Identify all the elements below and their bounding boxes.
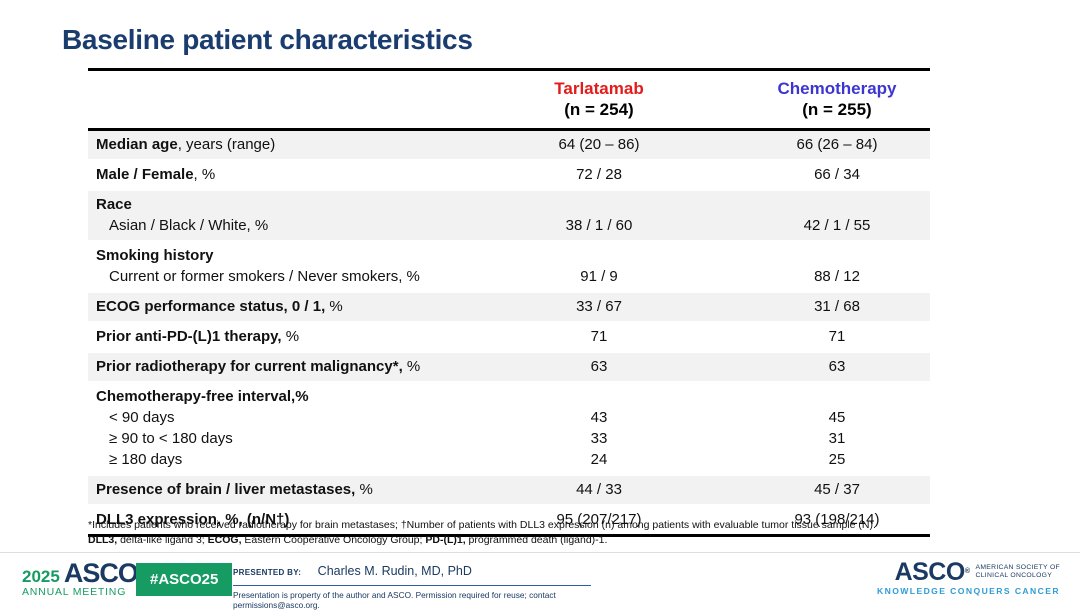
row-label-rest: % <box>402 358 421 375</box>
row-label: ECOG performance status, 0 / 1, % <box>88 296 454 317</box>
chemotherapy-value: 45 / 37 <box>814 481 860 498</box>
baseline-characteristics-table: Tarlatamab (n = 254) Chemotherapy (n = 2… <box>88 68 930 537</box>
tarlatamab-n: (n = 254) <box>564 100 634 119</box>
row-label: Male / Female, % <box>88 164 454 185</box>
page-title: Baseline patient characteristics <box>62 24 473 55</box>
row-label: Prior anti-PD-(L)1 therapy, % <box>88 326 454 347</box>
table-row-median-age: Median age, years (range) 64 (20 – 86) 6… <box>88 131 930 161</box>
asco-tagline: KNOWLEDGE CONQUERS CANCER <box>876 586 1060 596</box>
chemotherapy-value: 63 <box>828 358 846 375</box>
row-label-bold: Presence of brain / liver metastases, <box>96 481 356 498</box>
chemotherapy-value: 42 / 1 / 55 <box>803 217 871 234</box>
table-row-race: Race Asian / Black / White, % 38 / 1 / 6… <box>88 191 930 242</box>
row-label-bold: ECOG performance status, 0 / 1, <box>96 298 326 315</box>
chemotherapy-value: 71 <box>828 328 846 345</box>
column-header-chemotherapy: Chemotherapy (n = 255) <box>744 78 930 120</box>
hashtag-badge: #ASCO25 <box>136 563 233 596</box>
tarlatamab-value: 33 / 67 <box>576 298 622 315</box>
row-label-rest: , % <box>193 166 216 183</box>
chemotherapy-value: 66 / 34 <box>814 166 860 183</box>
tarlatamab-value: 91 / 9 <box>580 268 618 285</box>
tarlatamab-value: 44 / 33 <box>576 481 622 498</box>
column-header-tarlatamab: Tarlatamab (n = 254) <box>454 78 744 120</box>
chemotherapy-label: Chemotherapy <box>777 79 897 98</box>
asco-annual-meeting-logo: 2025 ASCO ® ANNUAL MEETING <box>22 558 143 599</box>
row-label: Median age, years (range) <box>88 134 454 155</box>
chemotherapy-value: 31 / 68 <box>814 298 860 315</box>
footnote-line-1: *Includes patients who received radiothe… <box>88 519 876 531</box>
tarlatamab-value: 38 / 1 / 60 <box>565 217 633 234</box>
meeting-year: 2025 <box>22 567 60 586</box>
header-spacer <box>88 78 454 120</box>
row-label-bold: Male / Female <box>96 166 194 183</box>
tarlatamab-value: 63 <box>590 358 608 375</box>
asco-wordmark: ASCO <box>63 558 139 588</box>
table-row-ecog: ECOG performance status, 0 / 1, % 33 / 6… <box>88 293 930 323</box>
row-label-bold: Prior radiotherapy for current malignanc… <box>96 358 403 375</box>
asco-society-name: AMERICAN SOCIETY OF CLINICAL ONCOLOGY <box>975 564 1060 579</box>
chemotherapy-value: 93 (198/214) <box>794 511 880 528</box>
table-row-dll3-expression: DLL3 expression, %, (n/N†) 95 (207/217) … <box>88 506 930 534</box>
tarlatamab-value: 95 (207/217) <box>556 511 642 528</box>
row-sublabel: Current or former smokers / Never smoker… <box>109 268 420 285</box>
tarlatamab-value: 72 / 28 <box>576 166 622 183</box>
row-sublabel: ≥ 90 to < 180 days <box>109 430 233 447</box>
table-row-male-female: Male / Female, % 72 / 28 66 / 34 <box>88 161 930 191</box>
row-label-rest: % <box>355 481 373 498</box>
asco-wordmark: ASCO® <box>894 558 970 586</box>
presenter-divider <box>233 585 591 586</box>
chemotherapy-value: 88 / 12 <box>814 268 860 285</box>
row-label-rest: % <box>281 328 300 345</box>
row-label-rest: % <box>325 298 343 315</box>
row-sublabel: ≥ 180 days <box>109 451 183 468</box>
row-sublabel: < 90 days <box>109 409 175 426</box>
permission-text: Presentation is property of the author a… <box>233 590 556 610</box>
tarlatamab-value: 71 <box>590 328 608 345</box>
row-sublabel: Asian / Black / White, % <box>109 217 269 234</box>
presenter-block: PRESENTED BY: Charles M. Rudin, MD, PhD … <box>233 562 591 610</box>
table-row-smoking-history: Smoking history Current or former smoker… <box>88 242 930 293</box>
tarlatamab-value: 43 33 24 <box>590 409 608 468</box>
chemotherapy-value: 45 31 25 <box>828 409 846 468</box>
footnotes: *Includes patients who received radiothe… <box>88 518 973 548</box>
row-label-bold: DLL3 expression, %, (n/N†) <box>96 511 290 528</box>
table-header-row: Tarlatamab (n = 254) Chemotherapy (n = 2… <box>88 71 930 131</box>
row-label-bold: Smoking history <box>96 247 214 264</box>
presenter-name: Charles M. Rudin, MD, PhD <box>317 564 472 578</box>
table-row-prior-anti-pd-l1: Prior anti-PD-(L)1 therapy, % 71 71 <box>88 323 930 353</box>
registered-mark-icon: ® <box>964 568 970 575</box>
row-label: Prior radiotherapy for current malignanc… <box>88 356 454 377</box>
chemotherapy-n: (n = 255) <box>802 100 872 119</box>
tarlatamab-value: 64 (20 – 86) <box>558 136 640 153</box>
row-label-bold: Prior anti-PD-(L)1 therapy, <box>96 328 282 345</box>
footnote-line-2: DLL3, delta-like ligand 3; ECOG, Eastern… <box>88 534 608 546</box>
row-label: Chemotherapy-free interval,% < 90 days ≥… <box>88 386 454 470</box>
row-label-bold: Race <box>96 196 132 213</box>
chemotherapy-value: 66 (26 – 84) <box>796 136 878 153</box>
meeting-name: ANNUAL MEETING <box>22 586 127 598</box>
presented-by-label: PRESENTED BY: <box>233 568 302 577</box>
table-row-brain-liver-metastases: Presence of brain / liver metastases, % … <box>88 476 930 506</box>
table-row-chemotherapy-free-interval: Chemotherapy-free interval,% < 90 days ≥… <box>88 383 930 476</box>
row-label-rest: , years (range) <box>177 136 276 153</box>
row-label-bold: Median age <box>96 136 178 153</box>
row-label-bold: Chemotherapy-free interval,% <box>96 388 309 405</box>
row-label: Smoking history Current or former smoker… <box>88 245 454 287</box>
table-row-prior-radiotherapy: Prior radiotherapy for current malignanc… <box>88 353 930 383</box>
row-label: DLL3 expression, %, (n/N†) <box>88 509 454 530</box>
slide-footer: 2025 ASCO ® ANNUAL MEETING #ASCO25 PRESE… <box>0 552 1080 610</box>
tarlatamab-label: Tarlatamab <box>554 79 644 98</box>
row-label: Race Asian / Black / White, % <box>88 194 454 236</box>
row-label: Presence of brain / liver metastases, % <box>88 479 454 500</box>
asco-logo: ASCO® AMERICAN SOCIETY OF CLINICAL ONCOL… <box>876 558 1060 597</box>
